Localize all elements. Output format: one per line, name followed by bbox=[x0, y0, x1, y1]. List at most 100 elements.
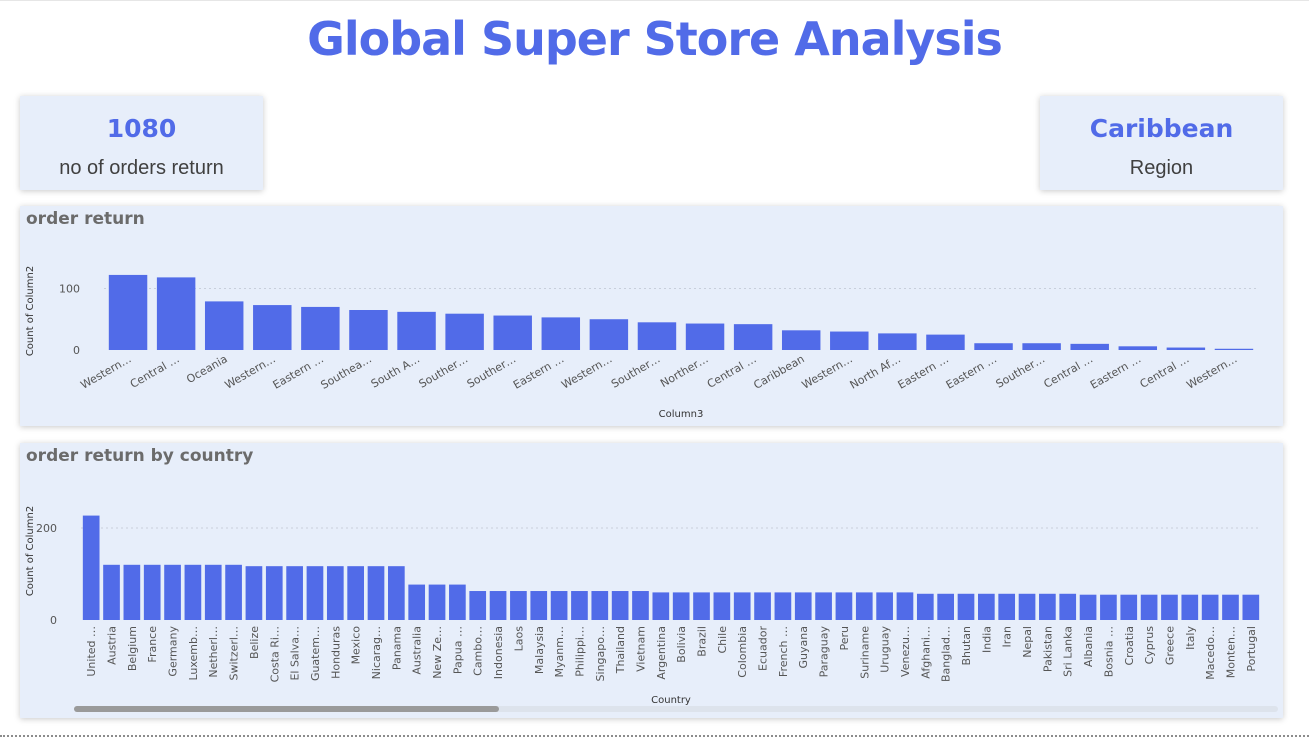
x-tick-label: Croatia bbox=[1123, 626, 1136, 666]
bar[interactable] bbox=[286, 566, 303, 620]
bar[interactable] bbox=[326, 566, 344, 620]
chart-order-return-card[interactable]: order return 0 100 Western… Central … Oceani… bbox=[20, 206, 1283, 426]
bar[interactable] bbox=[957, 593, 975, 620]
bar[interactable] bbox=[184, 564, 202, 620]
bar[interactable] bbox=[347, 566, 364, 620]
bar[interactable] bbox=[541, 317, 581, 350]
bar[interactable] bbox=[397, 311, 436, 350]
bar[interactable] bbox=[1140, 594, 1158, 620]
bar[interactable] bbox=[306, 566, 324, 620]
bar[interactable] bbox=[1118, 346, 1158, 350]
bar[interactable] bbox=[408, 584, 426, 620]
bar[interactable] bbox=[878, 333, 917, 350]
bar[interactable] bbox=[916, 593, 934, 620]
bar[interactable] bbox=[733, 592, 751, 620]
bar[interactable] bbox=[774, 592, 792, 620]
x-tick-label: Eastern … bbox=[271, 352, 326, 391]
bar[interactable] bbox=[781, 330, 821, 350]
bar[interactable] bbox=[1181, 594, 1199, 620]
bar[interactable] bbox=[265, 566, 283, 620]
bar[interactable] bbox=[1070, 343, 1109, 350]
bar[interactable] bbox=[632, 591, 649, 620]
bar[interactable] bbox=[489, 591, 507, 620]
x-tick-label: French … bbox=[777, 626, 790, 677]
bar[interactable] bbox=[637, 322, 677, 350]
bar[interactable] bbox=[225, 564, 242, 620]
bar[interactable] bbox=[123, 564, 141, 620]
bar[interactable] bbox=[896, 592, 914, 620]
bar[interactable] bbox=[815, 592, 832, 620]
bar[interactable] bbox=[1039, 593, 1056, 620]
bar[interactable] bbox=[733, 324, 773, 350]
kpi-card-region[interactable]: Caribbean Region bbox=[1040, 96, 1283, 190]
bar[interactable] bbox=[937, 593, 954, 620]
bar[interactable] bbox=[591, 591, 609, 620]
bar[interactable] bbox=[1222, 594, 1239, 620]
x-tick-label: Honduras bbox=[329, 626, 342, 679]
bar[interactable] bbox=[1201, 594, 1219, 620]
bar[interactable] bbox=[445, 313, 484, 350]
bar[interactable] bbox=[1120, 594, 1138, 620]
bar[interactable] bbox=[108, 274, 148, 350]
bar[interactable] bbox=[713, 592, 731, 620]
bar[interactable] bbox=[685, 323, 725, 350]
bar[interactable] bbox=[367, 566, 385, 620]
bar[interactable] bbox=[974, 343, 1013, 350]
horizontal-scrollbar[interactable] bbox=[74, 706, 1278, 712]
x-tick-label: Western… bbox=[1184, 352, 1239, 391]
bar[interactable] bbox=[672, 592, 690, 620]
bar[interactable] bbox=[1166, 347, 1206, 350]
x-tick-label: Venezu… bbox=[899, 626, 912, 677]
bar[interactable] bbox=[301, 306, 340, 350]
bar[interactable] bbox=[835, 592, 853, 620]
bar[interactable] bbox=[926, 334, 965, 350]
bar[interactable] bbox=[156, 277, 196, 350]
bar[interactable] bbox=[652, 592, 670, 620]
bar[interactable] bbox=[550, 591, 568, 620]
bar[interactable] bbox=[245, 566, 263, 620]
bar[interactable] bbox=[978, 593, 995, 620]
bar[interactable] bbox=[449, 584, 466, 620]
x-tick-label: India bbox=[980, 626, 993, 653]
chart-order-return-by-country-card[interactable]: order return by country 0 200 United … Aust… bbox=[20, 443, 1283, 718]
bar[interactable] bbox=[1018, 593, 1036, 620]
bar[interactable] bbox=[493, 315, 532, 350]
kpi-orders-returned-label: no of orders return bbox=[59, 157, 224, 179]
bar[interactable] bbox=[611, 591, 629, 620]
bar[interactable] bbox=[794, 592, 812, 620]
bar[interactable] bbox=[1242, 594, 1260, 620]
kpi-card-orders-returned[interactable]: 1080 no of orders return bbox=[20, 96, 263, 190]
scrollbar-thumb[interactable] bbox=[74, 706, 499, 712]
bar[interactable] bbox=[589, 319, 629, 350]
bar[interactable] bbox=[469, 591, 487, 620]
bar[interactable] bbox=[998, 593, 1016, 620]
bar[interactable] bbox=[82, 515, 100, 620]
bar[interactable] bbox=[1079, 594, 1097, 620]
bar[interactable] bbox=[428, 584, 446, 620]
bar[interactable] bbox=[1059, 593, 1077, 620]
bar[interactable] bbox=[204, 564, 222, 620]
bar[interactable] bbox=[204, 301, 244, 350]
bar[interactable] bbox=[571, 591, 588, 620]
bar[interactable] bbox=[349, 310, 388, 350]
x-tick-label: North Af… bbox=[848, 352, 903, 391]
bar[interactable] bbox=[830, 331, 869, 350]
x-tick-label: South A… bbox=[369, 352, 422, 390]
bar[interactable] bbox=[1214, 348, 1254, 350]
bar[interactable] bbox=[510, 591, 527, 620]
bar[interactable] bbox=[143, 564, 161, 620]
bar[interactable] bbox=[164, 564, 181, 620]
bar[interactable] bbox=[1161, 594, 1178, 620]
bar[interactable] bbox=[1022, 343, 1061, 350]
bar[interactable] bbox=[876, 592, 893, 620]
bar[interactable] bbox=[754, 592, 771, 620]
bar[interactable] bbox=[103, 564, 120, 620]
bar[interactable] bbox=[855, 592, 873, 620]
bar[interactable] bbox=[1100, 594, 1117, 620]
bar[interactable] bbox=[693, 592, 710, 620]
bar[interactable] bbox=[388, 566, 405, 620]
kpi-region-label: Region bbox=[1129, 157, 1194, 179]
bar[interactable] bbox=[530, 591, 548, 620]
x-tick-label: Eastern … bbox=[896, 352, 951, 391]
bar[interactable] bbox=[253, 305, 292, 350]
